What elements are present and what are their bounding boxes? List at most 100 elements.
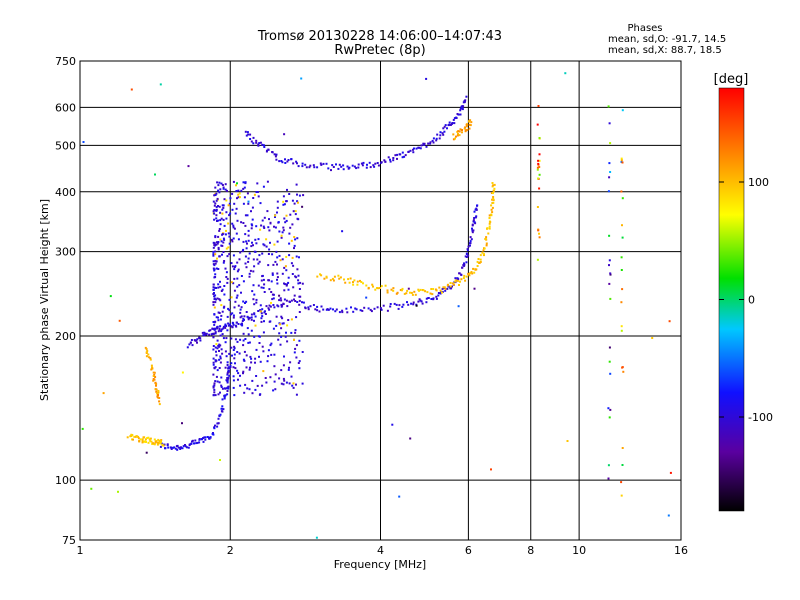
data-point — [242, 240, 245, 243]
data-point — [283, 217, 286, 220]
data-point — [256, 191, 259, 193]
data-point — [213, 218, 216, 221]
phase-legend-title: Phases — [627, 23, 662, 34]
data-point — [242, 339, 245, 342]
data-point — [232, 379, 235, 382]
data-point — [215, 241, 218, 244]
data-point — [245, 134, 248, 137]
x-tick-label: 10 — [572, 544, 586, 557]
data-point — [223, 397, 226, 400]
data-point — [263, 146, 266, 148]
data-point — [216, 347, 219, 350]
data-point — [220, 240, 223, 243]
data-point — [609, 273, 612, 276]
data-point — [247, 229, 250, 232]
data-point — [389, 305, 392, 308]
data-point — [457, 113, 460, 116]
data-point — [249, 138, 252, 140]
data-point — [203, 436, 206, 439]
data-point — [479, 258, 482, 261]
data-point — [273, 153, 276, 156]
data-point — [297, 279, 300, 282]
data-point — [608, 176, 611, 179]
data-point — [490, 214, 493, 217]
data-point — [353, 279, 356, 282]
data-point — [157, 391, 160, 394]
data-point — [281, 231, 284, 234]
data-point — [266, 360, 269, 363]
data-point — [274, 373, 277, 376]
data-point — [313, 166, 316, 169]
data-point — [268, 308, 271, 311]
data-point — [202, 440, 205, 443]
data-point — [459, 113, 462, 116]
data-point — [472, 229, 475, 232]
data-point — [215, 217, 218, 220]
data-point — [237, 372, 240, 375]
data-point — [389, 160, 392, 163]
data-point — [486, 227, 489, 230]
data-point — [437, 294, 440, 297]
colorbar-tick-label: -100 — [748, 411, 773, 424]
data-point — [342, 164, 345, 167]
data-point — [228, 235, 231, 238]
data-point — [154, 440, 157, 443]
data-point — [276, 206, 279, 209]
data-point — [196, 338, 199, 341]
data-point — [212, 250, 215, 253]
data-point — [212, 361, 215, 364]
data-point — [292, 264, 295, 267]
data-point — [420, 300, 423, 303]
data-point — [316, 166, 319, 169]
data-point — [359, 309, 362, 312]
data-point — [284, 221, 287, 224]
data-point — [225, 355, 228, 358]
data-point — [212, 433, 215, 436]
data-point — [451, 122, 453, 125]
data-point — [232, 314, 235, 317]
data-point — [432, 288, 435, 290]
data-point — [405, 292, 408, 295]
data-point — [218, 255, 221, 258]
data-point — [232, 366, 235, 369]
data-point — [213, 244, 216, 246]
data-point — [279, 297, 282, 300]
data-point — [341, 309, 344, 312]
data-point — [174, 447, 177, 450]
data-point — [231, 240, 234, 243]
data-point — [213, 292, 215, 294]
data-point — [394, 154, 397, 157]
data-point — [316, 309, 319, 312]
data-point — [291, 256, 294, 259]
data-point — [187, 446, 190, 449]
data-point — [232, 180, 235, 183]
data-point — [241, 324, 244, 327]
data-point — [291, 199, 294, 202]
data-point — [435, 137, 438, 140]
data-point — [288, 232, 291, 235]
data-point — [246, 131, 249, 134]
data-point — [407, 287, 410, 290]
data-point — [401, 287, 404, 290]
data-point — [215, 260, 218, 263]
data-point — [243, 315, 246, 318]
data-point — [471, 272, 474, 275]
data-point — [245, 300, 248, 303]
data-point — [212, 288, 215, 291]
data-point — [219, 188, 222, 191]
data-point — [301, 205, 304, 208]
data-point — [184, 445, 187, 448]
y-tick-label: 75 — [62, 534, 76, 547]
data-point — [271, 298, 274, 301]
data-point — [337, 274, 340, 277]
data-point — [401, 305, 404, 308]
data-point — [223, 260, 226, 262]
data-point — [398, 495, 401, 498]
data-point — [248, 317, 251, 319]
data-point — [237, 189, 240, 192]
data-point — [377, 164, 380, 167]
data-point — [153, 378, 156, 381]
data-point — [232, 316, 235, 319]
data-point — [231, 312, 234, 315]
data-point — [409, 149, 412, 152]
